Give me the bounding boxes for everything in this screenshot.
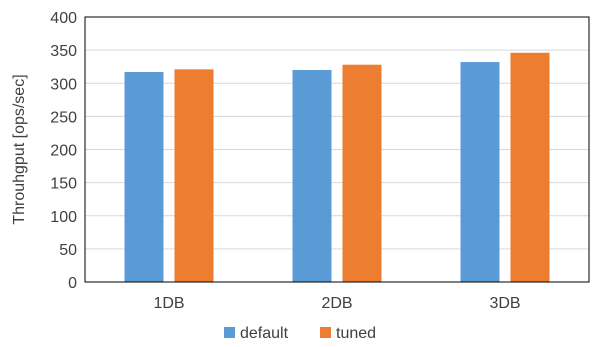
bar-default-3DB bbox=[460, 62, 500, 282]
x-tick-label: 3DB bbox=[489, 295, 520, 312]
bar-default-1DB bbox=[124, 71, 164, 282]
bar-tuned-3DB bbox=[510, 52, 550, 283]
bar-tuned-2DB bbox=[342, 64, 382, 282]
legend-swatch-default bbox=[224, 327, 235, 338]
gridlines bbox=[85, 49, 589, 250]
bar-default-2DB bbox=[292, 70, 332, 282]
y-axis-title: Throuhgput [ops/sec] bbox=[11, 74, 28, 224]
legend-swatch-tuned bbox=[320, 327, 331, 338]
y-tick-label: 150 bbox=[50, 176, 77, 193]
x-tick-label: 1DB bbox=[153, 295, 184, 312]
x-axis-tick-labels: 1DB 2DB 3DB bbox=[153, 295, 520, 312]
y-tick-label: 0 bbox=[68, 275, 77, 292]
y-tick-label: 350 bbox=[50, 43, 77, 60]
x-tick-label: 2DB bbox=[321, 295, 352, 312]
legend-label-default: default bbox=[240, 325, 289, 342]
legend: default tuned bbox=[224, 325, 376, 342]
y-tick-label: 400 bbox=[50, 10, 77, 27]
y-tick-label: 100 bbox=[50, 209, 77, 226]
y-axis-tick-labels: 0 50 100 150 200 250 300 350 400 bbox=[50, 10, 77, 292]
y-tick-label: 200 bbox=[50, 143, 77, 160]
plot-area-border bbox=[84, 16, 590, 283]
legend-label-tuned: tuned bbox=[336, 325, 376, 342]
y-tick-label: 250 bbox=[50, 109, 77, 126]
bar-tuned-1DB bbox=[174, 69, 214, 283]
y-tick-label: 50 bbox=[59, 242, 77, 259]
bars bbox=[124, 52, 550, 283]
y-tick-label: 300 bbox=[50, 76, 77, 93]
